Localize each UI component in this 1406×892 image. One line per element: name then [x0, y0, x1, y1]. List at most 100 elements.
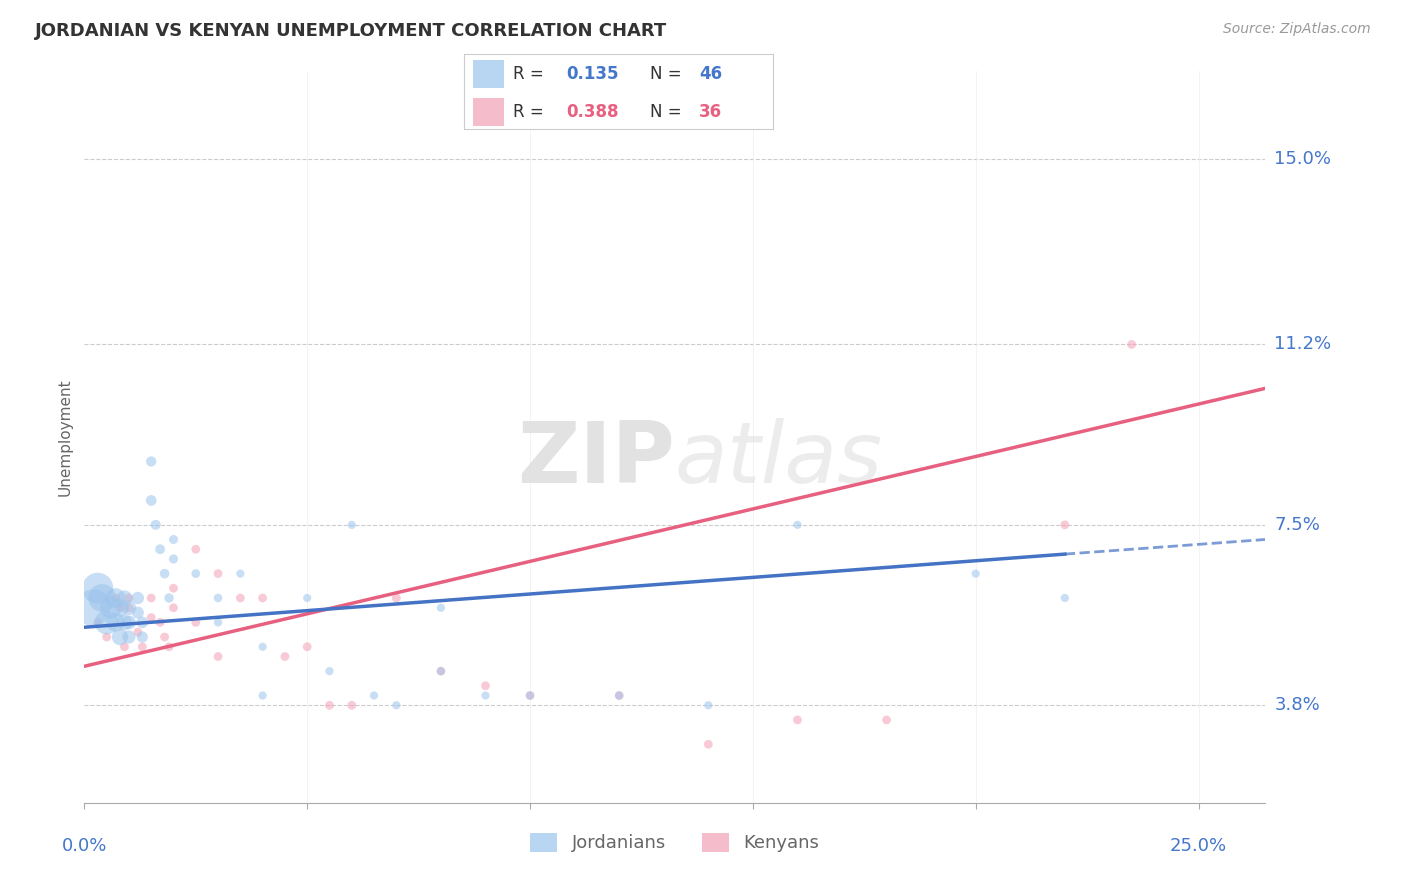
- Text: 25.0%: 25.0%: [1170, 837, 1227, 855]
- Point: [127, 625, 149, 640]
- Point: [157, 591, 180, 605]
- Point: [108, 600, 131, 615]
- Point: [318, 664, 340, 678]
- Point: [153, 566, 176, 581]
- Point: [519, 689, 541, 703]
- Point: [118, 600, 141, 615]
- Point: [108, 630, 131, 644]
- Text: JORDANIAN VS KENYAN UNEMPLOYMENT CORRELATION CHART: JORDANIAN VS KENYAN UNEMPLOYMENT CORRELA…: [35, 22, 668, 40]
- Text: atlas: atlas: [675, 417, 883, 500]
- Bar: [474, 61, 505, 87]
- Point: [474, 679, 496, 693]
- Point: [141, 493, 163, 508]
- Point: [145, 517, 167, 532]
- Point: [430, 600, 453, 615]
- Point: [149, 615, 172, 630]
- Point: [87, 615, 110, 630]
- Point: [96, 615, 118, 630]
- Point: [131, 630, 153, 644]
- Point: [786, 713, 808, 727]
- Text: 36: 36: [699, 103, 723, 121]
- Point: [207, 591, 229, 605]
- Point: [87, 581, 110, 595]
- Text: 0.388: 0.388: [567, 103, 619, 121]
- Point: [82, 600, 104, 615]
- Point: [162, 600, 184, 615]
- Point: [340, 698, 363, 713]
- Point: [430, 664, 453, 678]
- Point: [162, 581, 184, 595]
- Text: Source: ZipAtlas.com: Source: ZipAtlas.com: [1223, 22, 1371, 37]
- Legend: Jordanians, Kenyans: Jordanians, Kenyans: [523, 826, 827, 860]
- Text: 11.2%: 11.2%: [1274, 335, 1331, 353]
- Point: [607, 689, 630, 703]
- Point: [318, 698, 340, 713]
- Point: [965, 566, 987, 581]
- Point: [519, 689, 541, 703]
- Point: [118, 591, 141, 605]
- Point: [697, 698, 720, 713]
- Point: [385, 698, 408, 713]
- Point: [108, 600, 131, 615]
- Point: [114, 640, 136, 654]
- Point: [127, 591, 149, 605]
- Point: [96, 630, 118, 644]
- Point: [118, 630, 141, 644]
- Point: [100, 600, 122, 615]
- Point: [1121, 337, 1143, 351]
- Point: [131, 640, 153, 654]
- Point: [141, 454, 163, 468]
- Point: [252, 689, 274, 703]
- Point: [157, 640, 180, 654]
- Point: [149, 542, 172, 557]
- Point: [162, 533, 184, 547]
- Point: [430, 664, 453, 678]
- Text: 0.135: 0.135: [567, 65, 619, 83]
- Y-axis label: Unemployment: Unemployment: [58, 378, 73, 496]
- Point: [607, 689, 630, 703]
- Text: R =: R =: [513, 103, 544, 121]
- Text: N =: N =: [650, 103, 681, 121]
- Point: [876, 713, 898, 727]
- Point: [141, 610, 163, 624]
- Text: 15.0%: 15.0%: [1274, 150, 1331, 168]
- Text: R =: R =: [513, 65, 544, 83]
- Point: [207, 615, 229, 630]
- Point: [184, 615, 207, 630]
- Point: [252, 640, 274, 654]
- Point: [118, 600, 141, 615]
- Point: [104, 615, 127, 630]
- Point: [118, 615, 141, 630]
- Text: 3.8%: 3.8%: [1274, 697, 1320, 714]
- Point: [127, 606, 149, 620]
- Point: [229, 591, 252, 605]
- Point: [184, 566, 207, 581]
- Point: [114, 591, 136, 605]
- Point: [786, 517, 808, 532]
- Point: [1053, 517, 1076, 532]
- Point: [697, 737, 720, 751]
- Point: [104, 591, 127, 605]
- Point: [141, 591, 163, 605]
- Point: [207, 649, 229, 664]
- Point: [295, 591, 318, 605]
- Point: [104, 591, 127, 605]
- Point: [363, 689, 385, 703]
- Point: [207, 566, 229, 581]
- Point: [131, 615, 153, 630]
- Text: ZIP: ZIP: [517, 417, 675, 500]
- Point: [252, 591, 274, 605]
- Text: 0.0%: 0.0%: [62, 837, 107, 855]
- Text: 46: 46: [699, 65, 723, 83]
- Text: N =: N =: [650, 65, 681, 83]
- Point: [340, 517, 363, 532]
- Point: [385, 591, 408, 605]
- Bar: [474, 98, 505, 126]
- Point: [184, 542, 207, 557]
- Text: 7.5%: 7.5%: [1274, 516, 1320, 533]
- Point: [91, 591, 114, 605]
- Point: [114, 615, 136, 630]
- Point: [1053, 591, 1076, 605]
- Point: [295, 640, 318, 654]
- Point: [274, 649, 297, 664]
